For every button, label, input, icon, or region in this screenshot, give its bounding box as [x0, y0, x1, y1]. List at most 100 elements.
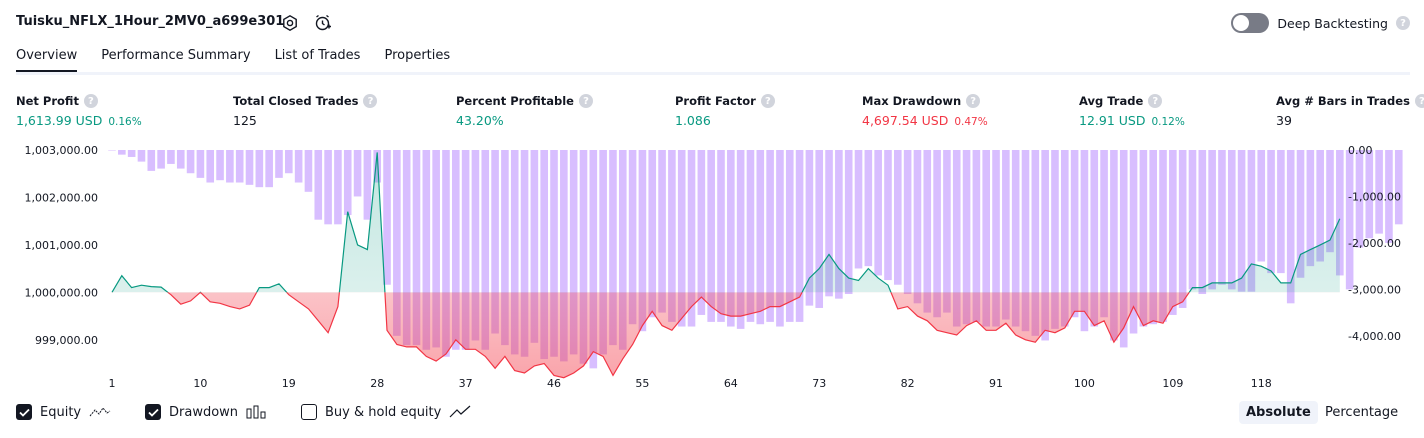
tab-list-of-trades[interactable]: List of Trades [274, 48, 361, 63]
x-axis-tick-label: 64 [723, 377, 738, 390]
metric-value: 4,697.54 USD [862, 113, 949, 128]
drawdown-bar [461, 150, 470, 350]
drawdown-bar [962, 150, 971, 325]
drawdown-bar [795, 150, 804, 322]
x-axis-tick-label: 28 [370, 377, 385, 390]
right-axis-tick-label: -2,000.00 [1348, 237, 1401, 250]
metric-percent: 0.12% [1151, 116, 1185, 128]
info-icon[interactable]: ? [1414, 94, 1424, 108]
drawdown-bar [108, 150, 116, 151]
drawdown-bar [1198, 150, 1207, 295]
drawdown-bar [412, 150, 421, 346]
drawdown-bar [697, 150, 706, 315]
drawdown-bar [952, 150, 961, 327]
info-icon[interactable]: ? [760, 94, 775, 108]
drawdown-bar [1296, 150, 1305, 278]
legend-label: Buy & hold equity [325, 404, 442, 420]
tab-performance-summary[interactable]: Performance Summary [101, 48, 251, 63]
tab-properties[interactable]: Properties [384, 48, 451, 63]
drawdown-bars-icon [246, 405, 266, 419]
drawdown-bar [432, 150, 440, 348]
drawdown-bar [756, 150, 765, 325]
drawdown-bar [402, 150, 411, 346]
drawdown-bar [324, 150, 332, 225]
drawdown-bar [766, 150, 774, 322]
equity-line-icon [89, 407, 111, 417]
drawdown-bar [815, 150, 824, 308]
info-icon[interactable]: ? [578, 94, 593, 108]
tab-overview[interactable]: Overview [16, 48, 78, 72]
drawdown-bar [1060, 150, 1069, 327]
tab-bar: Overview Performance Summary List of Tra… [16, 48, 450, 72]
add-alert-icon[interactable] [313, 13, 333, 33]
deep-backtesting-label: Deep Backtesting [1277, 15, 1388, 31]
info-icon[interactable]: ? [83, 94, 98, 108]
right-axis-tick-label: 0.00 [1348, 144, 1373, 157]
drawdown-bar [903, 150, 912, 295]
metric-value: 12.91 USD [1079, 113, 1146, 128]
drawdown-bar [1129, 150, 1138, 334]
drawdown-bar [285, 150, 293, 174]
drawdown-bar [481, 150, 490, 350]
settings-icon[interactable] [280, 13, 300, 33]
absolute-button[interactable]: Absolute [1239, 401, 1318, 424]
x-axis-tick-label: 91 [989, 377, 1004, 390]
drawdown-bar [451, 150, 460, 350]
drawdown-bar [1159, 150, 1167, 322]
drawdown-bar [943, 150, 951, 313]
deep-backtesting-toggle[interactable] [1231, 13, 1270, 33]
drawdown-bar [1385, 150, 1393, 243]
drawdown-bar [589, 150, 598, 369]
drawdown-bar [393, 150, 401, 336]
drawdown-bar [776, 150, 784, 327]
drawdown-bar [226, 150, 234, 183]
legend-buy-hold[interactable]: Buy & hold equity [301, 404, 471, 420]
percentage-button[interactable]: Percentage [1325, 405, 1399, 420]
checkbox-equity[interactable] [16, 404, 32, 420]
drawdown-bar [275, 150, 283, 178]
drawdown-bar [884, 150, 892, 281]
drawdown-bar [874, 150, 882, 276]
drawdown-bar [658, 150, 666, 313]
metric-avg-bars: Avg # Bars in Trades? 39 [1276, 94, 1424, 128]
drawdown-bar [176, 150, 185, 169]
drawdown-bar [167, 150, 175, 164]
drawdown-bar [736, 150, 745, 329]
checkbox-drawdown[interactable] [145, 404, 161, 420]
drawdown-bar [854, 150, 863, 269]
drawdown-bar [717, 150, 725, 322]
equity-chart[interactable]: 1,003,000.00 1,002,000.00 1,001,000.00 1,00… [0, 140, 1424, 400]
drawdown-bar [1345, 150, 1354, 290]
info-icon[interactable]: ? [1148, 94, 1163, 108]
legend-label: Drawdown [169, 404, 239, 420]
drawdown-bar [864, 150, 873, 267]
legend-equity[interactable]: Equity [16, 404, 111, 420]
drawdown-bar [1394, 150, 1403, 225]
drawdown-bar [363, 150, 372, 220]
drawdown-bar [1090, 150, 1099, 327]
drawdown-bar [1218, 150, 1226, 285]
help-icon[interactable]: ? [1396, 16, 1410, 30]
metric-profit-factor: Profit Factor? 1.086 [675, 94, 775, 128]
info-icon[interactable]: ? [363, 94, 378, 108]
drawdown-bar [1208, 150, 1216, 290]
drawdown-bar [923, 150, 932, 313]
x-axis-tick-label: 10 [193, 377, 208, 390]
drawdown-bar [1227, 150, 1236, 290]
legend-drawdown[interactable]: Drawdown [145, 404, 266, 420]
x-axis-tick-label: 109 [1162, 377, 1184, 390]
drawdown-bar [1355, 150, 1364, 248]
drawdown-bar [1365, 150, 1374, 239]
drawdown-bar [157, 150, 165, 169]
info-icon[interactable]: ? [966, 94, 981, 108]
drawdown-bar [835, 150, 843, 299]
metric-percent: 0.16% [108, 116, 142, 128]
drawdown-bar [569, 150, 578, 355]
checkbox-buy-hold[interactable] [301, 404, 317, 420]
drawdown-bar [1100, 150, 1108, 318]
toggle-knob [1233, 15, 1250, 31]
drawdown-bar [825, 150, 833, 297]
buy-hold-line-icon [449, 405, 471, 418]
drawdown-bar [501, 150, 509, 346]
drawdown-bar [1277, 150, 1285, 274]
